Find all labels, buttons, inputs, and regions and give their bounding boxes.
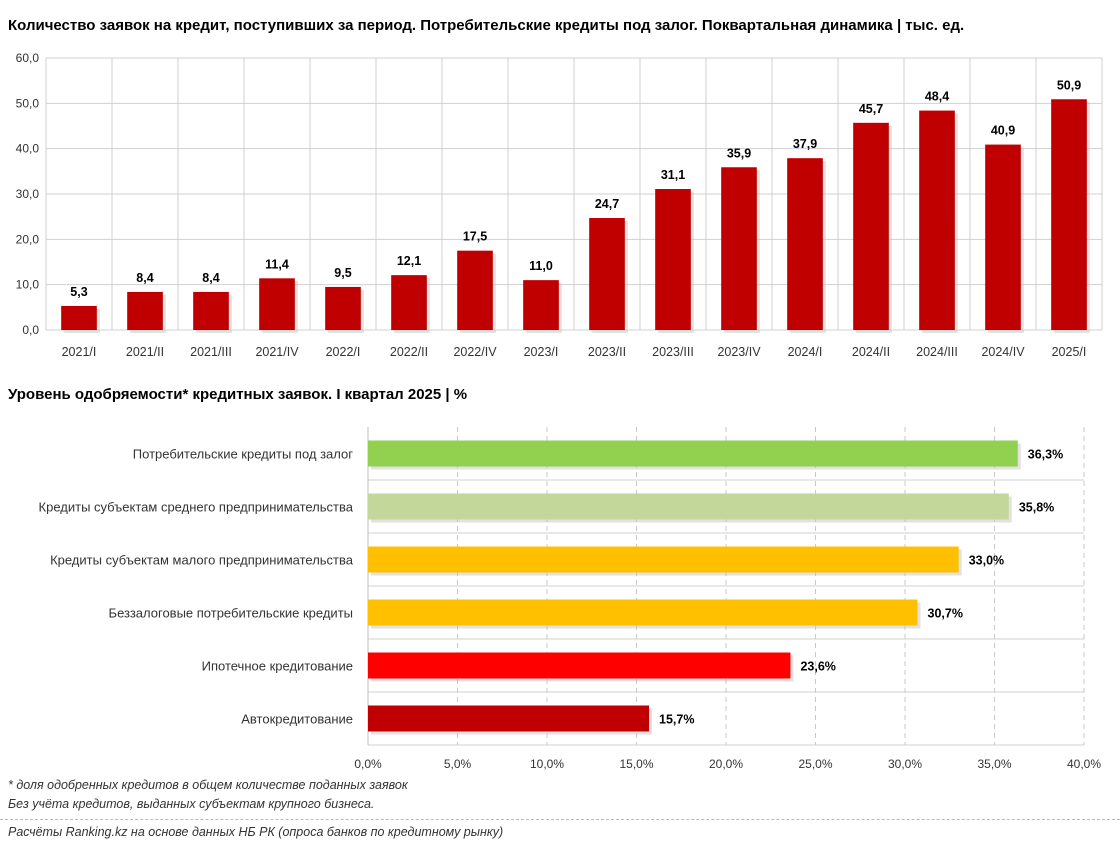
approval-rate-chart: 0,0% 5,0% 10,0% 15,0% 20,0% 25,0% 30,0% 35,0% 40… [39,427,1101,771]
bar [259,278,295,330]
x-tick-label: 2021/III [190,345,232,359]
x-tick-label: 2025/I [1052,345,1087,359]
x-tick-label: 30,0% [888,757,922,771]
category-label: Ипотечное кредитование [202,659,353,674]
bar-value-label: 24,7 [595,197,619,211]
bar [919,110,955,330]
bar [368,705,650,732]
bar-value-label: 37,9 [793,137,817,151]
chart2-title: Уровень одобряемости* кредитных заявок. … [8,386,468,403]
exclusion-note: Без учёта кредитов, выданных субъектам к… [8,797,375,811]
x-tick-label: 10,0% [530,757,564,771]
x-tick-label: 2024/III [916,345,958,359]
bar [589,218,625,330]
bar-value-label: 50,9 [1057,78,1081,92]
bar-value-label: 35,9 [727,146,751,160]
x-tick-label: 2022/I [326,345,361,359]
bar-value-label: 9,5 [334,266,351,280]
bar-value-label: 35,8% [1019,501,1054,515]
category-label: Кредиты субъектам среднего предпринимате… [39,500,354,515]
bar-value-label: 23,6% [800,660,835,674]
bar [655,189,691,330]
x-tick-label: 2024/I [788,345,823,359]
x-tick-label: 2022/IV [453,345,497,359]
bar [368,599,918,626]
source-note: Расчёты Ranking.kz на основе данных НБ Р… [8,825,504,839]
category-label: Беззалоговые потребительские кредиты [109,606,353,621]
bar-value-label: 45,7 [859,102,883,116]
bar [985,144,1021,330]
x-tick-label: 2023/I [524,345,559,359]
bar-value-label: 12,1 [397,254,421,268]
x-tick-label: 2024/II [852,345,890,359]
bar [721,167,757,330]
x-tick-label: 2021/IV [255,345,299,359]
bar-value-label: 31,1 [661,168,685,182]
bar [61,305,97,330]
bar [523,280,559,330]
chart1-title: Количество заявок на кредит, поступивших… [8,17,965,34]
y-tick-label: 40,0 [16,142,40,156]
bar [368,493,1009,520]
bar-value-label: 30,7% [928,607,963,621]
bar [853,122,889,331]
x-tick-label: 20,0% [709,757,743,771]
bar-value-label: 8,4 [136,271,153,285]
bar [325,286,361,330]
y-tick-label: 0,0 [22,323,39,337]
bar-value-label: 33,0% [969,554,1004,568]
quarterly-applications-chart: 0,0 10,0 20,0 30,0 40,0 50,0 60,0 5,3 2021/I 8,4 2… [16,51,1103,359]
y-tick-label: 20,0 [16,232,40,246]
divider [0,819,1120,820]
y-tick-label: 50,0 [16,96,40,110]
x-tick-label: 2022/II [390,345,428,359]
x-tick-label: 25,0% [798,757,832,771]
bar-value-label: 11,4 [265,257,289,271]
y-tick-label: 30,0 [16,187,40,201]
x-tick-label: 40,0% [1067,757,1101,771]
x-tick-label: 2021/II [126,345,164,359]
x-tick-label: 35,0% [977,757,1011,771]
category-label: Автокредитование [241,712,353,727]
bar-value-label: 11,0 [529,259,553,273]
x-tick-label: 2023/IV [717,345,761,359]
bar-value-label: 17,5 [463,230,487,244]
x-tick-label: 2023/III [652,345,694,359]
bar [391,275,427,330]
bar-value-label: 5,3 [70,285,87,299]
bar [457,250,493,330]
bar [368,652,791,679]
category-label: Потребительские кредиты под залог [133,447,353,462]
bar [127,291,163,330]
bar-value-label: 8,4 [202,271,219,285]
x-tick-label: 2024/IV [981,345,1025,359]
x-tick-label: 5,0% [444,757,472,771]
x-tick-label: 0,0% [354,757,382,771]
bar [368,440,1018,467]
x-tick-label: 2023/II [588,345,626,359]
y-tick-label: 10,0 [16,278,40,292]
bar [1051,99,1087,331]
x-tick-label: 2021/I [62,345,97,359]
bar-value-label: 36,3% [1028,448,1063,462]
bar [368,546,959,573]
x-tick-label: 15,0% [619,757,653,771]
category-label: Кредиты субъектам малого предприниматель… [50,553,354,568]
bar-value-label: 48,4 [925,90,949,104]
footnote: * доля одобренных кредитов в общем колич… [8,778,408,792]
bar [787,158,823,330]
bar-value-label: 15,7% [659,713,694,727]
bar-value-label: 40,9 [991,124,1015,138]
y-tick-label: 60,0 [16,51,40,65]
bar [193,291,229,330]
